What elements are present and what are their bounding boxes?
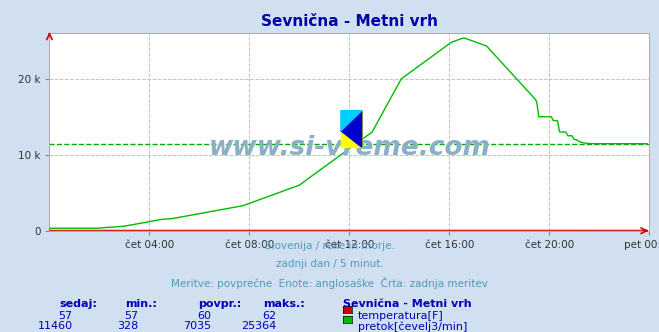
- Title: Sevnična - Metni vrh: Sevnična - Metni vrh: [261, 14, 438, 29]
- Text: Meritve: povprečne  Enote: anglosaške  Črta: zadnja meritev: Meritve: povprečne Enote: anglosaške Črt…: [171, 277, 488, 289]
- Text: 25364: 25364: [242, 321, 277, 331]
- Text: temperatura[F]: temperatura[F]: [358, 311, 444, 321]
- Text: sedaj:: sedaj:: [59, 299, 97, 309]
- Text: min.:: min.:: [125, 299, 157, 309]
- Text: 328: 328: [117, 321, 138, 331]
- Text: povpr.:: povpr.:: [198, 299, 241, 309]
- Text: 57: 57: [125, 311, 138, 321]
- Text: 62: 62: [263, 311, 277, 321]
- Polygon shape: [341, 111, 362, 147]
- Polygon shape: [341, 111, 362, 131]
- Text: 11460: 11460: [38, 321, 72, 331]
- Text: 57: 57: [59, 311, 72, 321]
- Text: Sevnična - Metni vrh: Sevnična - Metni vrh: [343, 299, 471, 309]
- Text: pretok[čevelj3/min]: pretok[čevelj3/min]: [358, 321, 467, 332]
- Text: Slovenija / reke in morje.: Slovenija / reke in morje.: [264, 241, 395, 251]
- Text: 7035: 7035: [183, 321, 211, 331]
- Text: 60: 60: [197, 311, 211, 321]
- Text: zadnji dan / 5 minut.: zadnji dan / 5 minut.: [275, 259, 384, 269]
- Bar: [341, 111, 362, 147]
- Text: maks.:: maks.:: [264, 299, 305, 309]
- Text: www.si-vreme.com: www.si-vreme.com: [208, 135, 490, 161]
